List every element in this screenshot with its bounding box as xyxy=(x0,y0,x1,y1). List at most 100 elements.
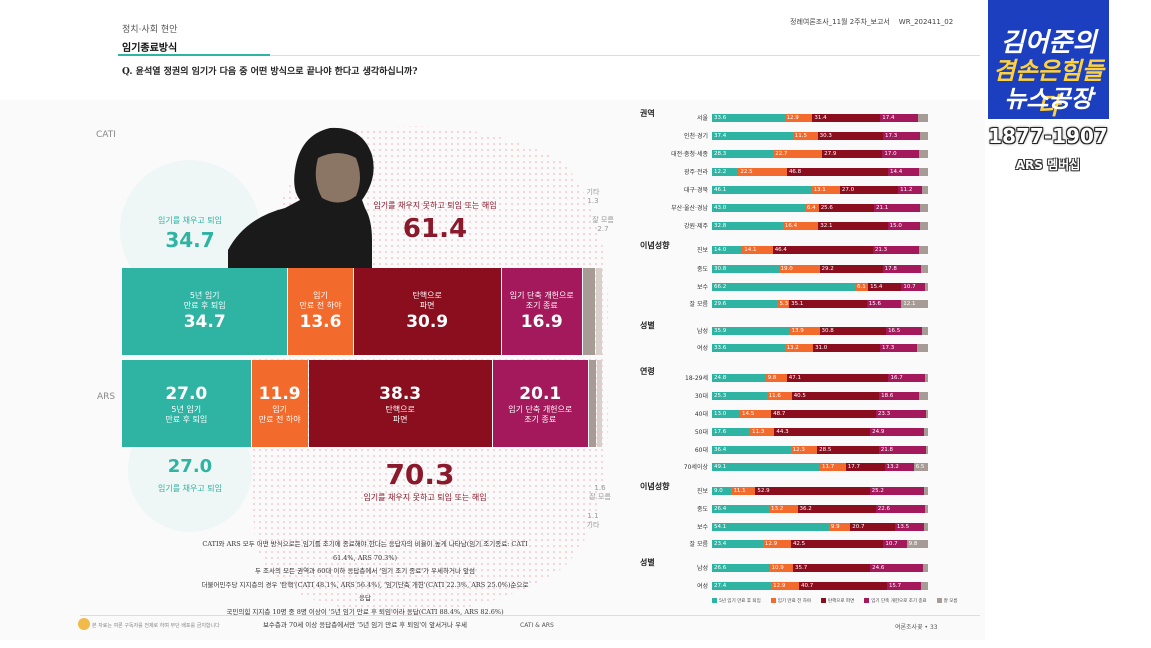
segment-label: 5년 임기 만료 후 퇴임 xyxy=(165,404,208,424)
breakdown-bar: 9.0 11.1 52.9 25.2 xyxy=(712,487,928,495)
segment-value: 11.9 xyxy=(258,383,301,404)
segment-label: 임기 만료 전 하야 xyxy=(299,290,342,310)
legend-label: 임기 만료 전 하야 xyxy=(777,599,811,604)
bar-segment: 16.7 xyxy=(888,374,925,382)
bar-segment: 15.6 xyxy=(866,300,902,308)
bar-segment: 17.4 xyxy=(880,114,918,122)
segment-label: 탄핵으로 파면 xyxy=(385,404,415,424)
bar-segment: 13.9 xyxy=(789,327,820,335)
bar-segment: 25.2 xyxy=(869,487,925,495)
bar-segment: 25.3 xyxy=(712,392,767,400)
cati-cut-value: 61.4 xyxy=(402,214,468,244)
ars-cut-value: 70.3 xyxy=(385,458,455,491)
bar-segment: 28.5 xyxy=(817,446,879,454)
legend-item: 임기 단축 개헌으로 조기 종료 xyxy=(864,598,927,604)
bar-segment: 13.2 xyxy=(884,463,914,471)
row-label: 남성 xyxy=(696,565,708,572)
legend-label: 임기 단축 개헌으로 조기 종료 xyxy=(871,599,927,604)
bar-segment: 9.8 xyxy=(765,374,787,382)
footer-page: 여론조사꽃 • 33 xyxy=(895,624,938,631)
bar-segment: 11.3 xyxy=(750,428,775,436)
ars-keep-value: 27.0 xyxy=(167,456,213,477)
bar-segment: 14.1 xyxy=(742,246,773,254)
bar-segment: 6.5 xyxy=(913,463,928,471)
bar-segment xyxy=(924,487,928,495)
bar-segment: 22.6 xyxy=(875,505,925,513)
bar-segment: 13.2 xyxy=(769,505,798,513)
bar-segment: 54.1 xyxy=(712,523,829,531)
bar-segment xyxy=(924,505,928,513)
segment-label: 탄핵으로 파면 xyxy=(412,290,442,310)
group-title: 성별 xyxy=(640,321,655,330)
bar-segment: 25.6 xyxy=(818,204,874,212)
breakdown-bar: 43.0 6.4 25.6 21.1 xyxy=(712,204,928,212)
bar-segment: 13.0 xyxy=(712,410,740,418)
group-title: 권역 xyxy=(640,109,655,118)
segment-label: 임기 단축 개헌으로 조기 종료 xyxy=(508,404,573,424)
bar-segment: 17.0 xyxy=(882,150,920,158)
group-title: 연령 xyxy=(640,367,655,376)
bar-segment: 21.8 xyxy=(878,446,926,454)
bar-segment: 14.0 xyxy=(712,246,743,254)
bar-segment: 47.1 xyxy=(786,374,889,382)
footer-divider xyxy=(80,615,980,616)
breakdown-bar: 46.1 13.1 27.0 11.2 xyxy=(712,186,928,194)
bar-segment xyxy=(919,222,928,230)
logo-line-2: 겸손은힘들다 xyxy=(993,57,1104,120)
bar-segment: 20.7 xyxy=(850,523,895,531)
row-label: 70세이상 xyxy=(683,464,708,471)
bar-segment: 11.1 xyxy=(731,487,756,495)
cati-segment-4: 임기 단축 개헌으로 조기 종료 16.9 xyxy=(501,268,582,355)
bar-segment: 17.3 xyxy=(880,344,918,352)
logo-line-1: 김어준의 xyxy=(1000,28,1097,58)
bar-segment: 12.9 xyxy=(762,540,791,548)
bar-segment: 18.6 xyxy=(879,392,920,400)
bar-segment: 11.5 xyxy=(792,132,818,140)
bar-segment: 17.8 xyxy=(882,265,922,273)
summary-text: CATI와 ARS 모두 어떤 방식으로든 임기를 조기에 종료해야 한다는 응… xyxy=(200,538,530,633)
bar-segment: 66.2 xyxy=(712,283,855,291)
bar-segment xyxy=(921,265,928,273)
bar-segment: 30.3 xyxy=(817,132,884,140)
bar-segment: 17.6 xyxy=(712,428,751,436)
ars-method-label: ARS xyxy=(97,392,116,402)
bar-segment: 13.1 xyxy=(811,186,840,194)
bar-segment: 44.3 xyxy=(774,428,871,436)
row-label: 남성 xyxy=(696,328,708,335)
bar-segment: 21.3 xyxy=(872,246,919,254)
row-label: 강원·제주 xyxy=(684,223,708,230)
segment-value: 30.9 xyxy=(406,311,449,332)
bar-segment xyxy=(920,582,928,590)
bar-segment xyxy=(924,374,928,382)
report-id: WR_202411_02 xyxy=(898,18,954,26)
logo-line-3: 뉴스공장 xyxy=(1004,85,1093,113)
row-label: 부산·울산·경남 xyxy=(671,205,708,212)
bar-segment: 33.6 xyxy=(712,114,785,122)
bar-segment: 15.7 xyxy=(886,582,921,590)
breakdown-bar: 33.6 12.9 31.4 17.4 xyxy=(712,114,928,122)
legend-item: 5년 임기 만료 후 퇴임 xyxy=(712,598,761,604)
bar-segment: 46.8 xyxy=(786,168,889,176)
bar-segment: 24.9 xyxy=(870,428,924,436)
bar-segment: 46.1 xyxy=(712,186,812,194)
group-title: 성별 xyxy=(640,558,655,567)
bar-segment: 17.7 xyxy=(845,463,885,471)
group-title: 이념성향 xyxy=(640,241,670,250)
row-label: 중도 xyxy=(696,266,708,273)
breakdown-legend: 5년 임기 만료 후 퇴임 임기 만료 전 하야 탄핵으로 파면 임기 단축 개헌으로… xyxy=(712,598,958,604)
breakdown-bar: 13.0 14.5 48.7 23.3 xyxy=(712,410,929,418)
legend-swatch xyxy=(712,598,717,603)
legend-label: 5년 임기 만료 후 퇴임 xyxy=(719,599,761,604)
bar-segment: 11.2 xyxy=(898,186,923,194)
ars-cut-label: 임기를 채우지 못하고 퇴임 또는 해임 xyxy=(363,493,487,502)
breakdown-bar: 26.6 10.9 35.7 24.6 xyxy=(712,564,928,572)
legend-label: 탄핵으로 파면 xyxy=(828,599,855,604)
row-label: 인천·경기 xyxy=(684,133,708,140)
segment-value: 20.1 xyxy=(519,383,562,404)
bar-segment: 13.2 xyxy=(784,344,814,352)
row-label: 진보 xyxy=(696,488,708,495)
bar-segment: 35.7 xyxy=(792,564,871,572)
cati-stacked-bar: 5년 임기 만료 후 퇴임 34.7 임기 만료 전 하야 13.6 탄핵으로 파면 30… xyxy=(122,268,602,355)
cati-segment-1: 5년 임기 만료 후 퇴임 34.7 xyxy=(122,268,288,355)
bar-segment: 40.7 xyxy=(799,582,887,590)
